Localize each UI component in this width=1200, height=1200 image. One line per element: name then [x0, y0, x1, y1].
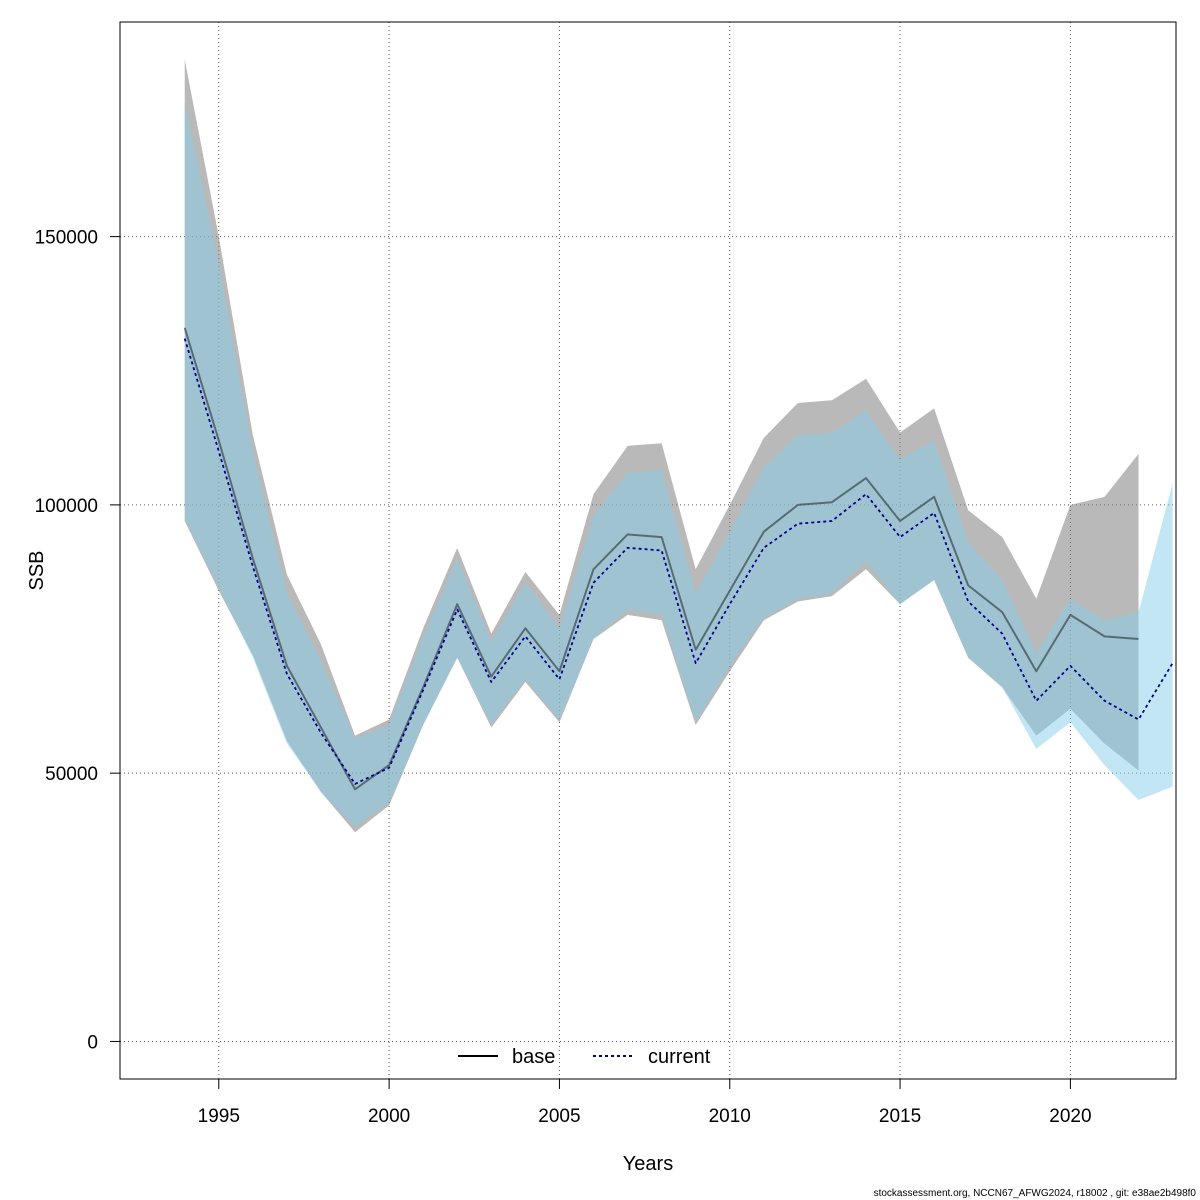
- series-line-base: [183, 327, 1139, 791]
- plot-frame: [119, 21, 1177, 1080]
- y-axis: 0 50000 100000 150000: [35, 228, 120, 1053]
- legend: base current: [458, 1046, 711, 1068]
- x-tick-label: 2015: [879, 1106, 921, 1127]
- y-tick-label: 100000: [35, 496, 98, 517]
- y-tick-label: 150000: [35, 228, 98, 249]
- y-tick-label: 0: [87, 1032, 98, 1053]
- footer-credit: stockassessment.org, NCCN67_AFWG2024, r1…: [874, 1188, 1197, 1199]
- confidence-bands: [184, 59, 1173, 833]
- series-line-current: [183, 338, 1174, 785]
- x-tick-label: 2000: [368, 1106, 410, 1127]
- x-tick-label: 2020: [1049, 1106, 1091, 1127]
- x-axis: 1995 2000 2005 2010 2015 2020: [198, 1079, 1092, 1127]
- y-tick-label: 50000: [45, 764, 98, 785]
- confidence-band-current: [184, 102, 1173, 827]
- x-tick-label: 1995: [198, 1106, 240, 1127]
- legend-label-current: current: [648, 1046, 711, 1068]
- series-lines: [183, 327, 1174, 791]
- y-axis-title: SSB: [26, 550, 48, 590]
- legend-label-base: base: [512, 1046, 555, 1068]
- x-tick-label: 2005: [538, 1106, 580, 1127]
- x-axis-title: Years: [623, 1153, 673, 1175]
- x-tick-label: 2010: [709, 1106, 751, 1127]
